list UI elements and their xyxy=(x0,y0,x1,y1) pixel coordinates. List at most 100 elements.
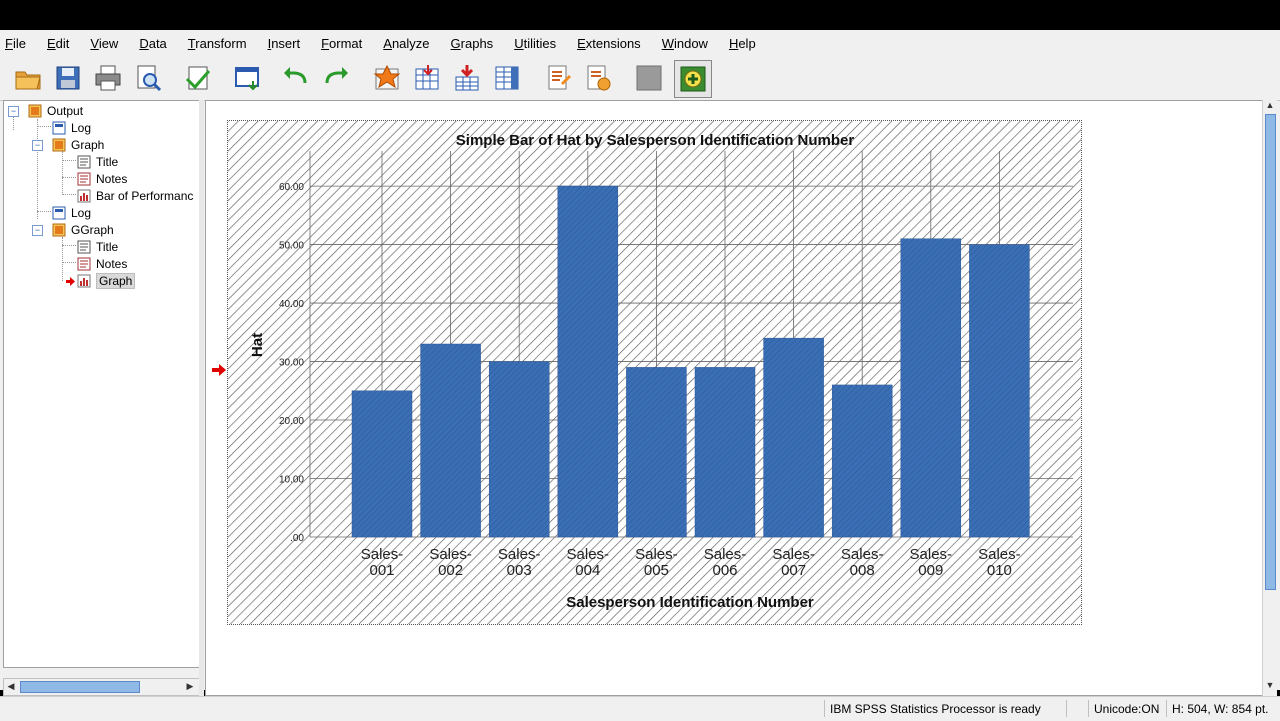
tree-label: Notes xyxy=(96,172,128,186)
scroll-down-icon[interactable]: ▼ xyxy=(1265,680,1275,690)
tree-node-notes-1[interactable]: Notes xyxy=(77,171,127,187)
collapse-graph-icon[interactable]: − xyxy=(32,140,43,151)
recall-dialog-icon[interactable] xyxy=(230,60,266,96)
menu-window[interactable]: Window xyxy=(661,35,708,51)
menu-utilities[interactable]: Utilities xyxy=(514,35,557,51)
redo-icon[interactable] xyxy=(318,60,354,96)
x-tick-label: 003 xyxy=(507,562,532,579)
chart-container[interactable]: .00 10.00 20.00 30.00 40.00 50.00 60.00 Sales- 0… xyxy=(227,120,1082,625)
x-tick-label: Sales- xyxy=(635,546,678,563)
scroll-left-icon[interactable]: ◀ xyxy=(7,681,15,691)
y-tick-label: 30.00 xyxy=(279,358,304,369)
variables-icon[interactable] xyxy=(489,60,525,96)
scroll-up-icon[interactable]: ▲ xyxy=(1265,100,1275,110)
x-tick-label: Sales- xyxy=(361,546,404,563)
collapse-ggraph-icon[interactable]: − xyxy=(32,225,43,236)
bar-sales-007[interactable] xyxy=(763,337,824,538)
insert-title-icon[interactable] xyxy=(540,60,576,96)
bar-sales-004[interactable] xyxy=(557,185,619,538)
menu-analyze[interactable]: Analyze xyxy=(383,35,430,51)
x-tick-label: 009 xyxy=(918,562,943,579)
print-preview-icon[interactable] xyxy=(130,60,166,96)
bar-sales-008[interactable] xyxy=(831,384,893,538)
processor-status: IBM SPSS Statistics Processor is ready xyxy=(830,702,1041,716)
tree-label: Title xyxy=(96,240,119,254)
menu-edit[interactable]: Edit xyxy=(46,35,70,51)
title-icon xyxy=(77,240,91,254)
menu-extensions[interactable]: Extensions xyxy=(577,35,641,51)
collapse-output-icon[interactable]: − xyxy=(8,106,19,117)
bar-sales-006[interactable] xyxy=(694,367,756,538)
unicode-status: Unicode:ON xyxy=(1094,702,1160,716)
menu-insert[interactable]: Insert xyxy=(267,35,301,51)
tree-label: Graph xyxy=(71,138,105,152)
tree-label: Notes xyxy=(96,257,128,271)
tree-label: Log xyxy=(71,206,92,220)
export-icon[interactable] xyxy=(180,60,216,96)
bar-sales-001[interactable] xyxy=(351,390,413,538)
insert-text-icon[interactable] xyxy=(580,60,616,96)
x-tick-label: Sales- xyxy=(978,546,1021,563)
x-tick-label: Sales- xyxy=(704,546,747,563)
content-vertical-scrollbar[interactable]: ▲ ▼ xyxy=(1262,100,1277,696)
status-bar: IBM SPSS Statistics Processor is ready U… xyxy=(0,696,1280,721)
menu-transform[interactable]: Transform xyxy=(187,35,247,51)
menu-format[interactable]: Format xyxy=(321,35,363,51)
outline-horizontal-scrollbar[interactable]: ◀ ▶ xyxy=(3,678,200,696)
toolbar xyxy=(0,56,1280,101)
y-tick-label: .00 xyxy=(290,533,304,544)
log-icon xyxy=(52,206,66,220)
tree-node-graph-selected[interactable]: Graph xyxy=(66,273,136,289)
stop-icon[interactable] xyxy=(631,60,667,96)
y-tick-label: 10.00 xyxy=(279,475,304,486)
tree-node-notes-2[interactable]: Notes xyxy=(77,256,127,272)
output-book-icon xyxy=(52,138,66,152)
outline-pane[interactable]: − Output Log − Graph Title Notes Bar of … xyxy=(3,100,200,668)
open-icon[interactable] xyxy=(10,60,46,96)
scroll-right-icon[interactable]: ▶ xyxy=(186,681,194,691)
pane-splitter[interactable] xyxy=(199,100,204,696)
menu-view[interactable]: View xyxy=(90,35,119,51)
bar-sales-009[interactable] xyxy=(900,238,962,538)
x-tick-label: Sales- xyxy=(772,546,815,563)
print-icon[interactable] xyxy=(90,60,126,96)
x-tick-label: 002 xyxy=(438,562,463,579)
tree-node-graph[interactable]: Graph xyxy=(52,137,104,153)
menu-help[interactable]: Help xyxy=(728,35,756,51)
spss-viewer-window: File Edit View Data Transform Insert Format Ana… xyxy=(0,30,1280,721)
tree-node-title-1[interactable]: Title xyxy=(77,154,118,170)
notes-icon xyxy=(77,257,91,271)
tree-node-log-1[interactable]: Log xyxy=(52,120,91,136)
scroll-thumb[interactable] xyxy=(1265,114,1276,590)
save-icon[interactable] xyxy=(50,60,86,96)
tree-node-output[interactable]: Output xyxy=(28,103,83,119)
x-tick-label: Sales- xyxy=(429,546,472,563)
insert-variable-icon[interactable] xyxy=(449,60,485,96)
x-tick-label: Sales- xyxy=(567,546,610,563)
output-book-icon xyxy=(28,104,42,118)
tree-node-ggraph[interactable]: GGraph xyxy=(52,222,114,238)
y-tick-label: 50.00 xyxy=(279,241,304,252)
tree-label: GGraph xyxy=(71,223,114,237)
tree-node-title-2[interactable]: Title xyxy=(77,239,118,255)
bar-sales-005[interactable] xyxy=(626,367,687,538)
y-tick-label: 20.00 xyxy=(279,416,304,427)
goto-case-icon[interactable] xyxy=(409,60,445,96)
tree-node-bar-chart[interactable]: Bar of Performanc xyxy=(77,188,193,204)
notes-icon xyxy=(77,172,91,186)
y-tick-label: 60.00 xyxy=(279,182,304,193)
chart-icon xyxy=(77,274,91,288)
bar-sales-003[interactable] xyxy=(488,361,550,538)
menu-graphs[interactable]: Graphs xyxy=(450,35,494,51)
bar-sales-002[interactable] xyxy=(420,343,481,538)
undo-icon[interactable] xyxy=(278,60,314,96)
current-item-arrow-icon xyxy=(66,276,75,286)
add-icon[interactable] xyxy=(674,60,712,98)
menu-data[interactable]: Data xyxy=(139,35,167,51)
tree-node-log-2[interactable]: Log xyxy=(52,205,91,221)
bar-sales-010[interactable] xyxy=(969,244,1030,538)
scroll-thumb[interactable] xyxy=(20,681,140,693)
tree-label: Bar of Performanc xyxy=(96,189,194,203)
goto-data-icon[interactable] xyxy=(369,60,405,96)
menu-file[interactable]: File xyxy=(5,35,26,51)
